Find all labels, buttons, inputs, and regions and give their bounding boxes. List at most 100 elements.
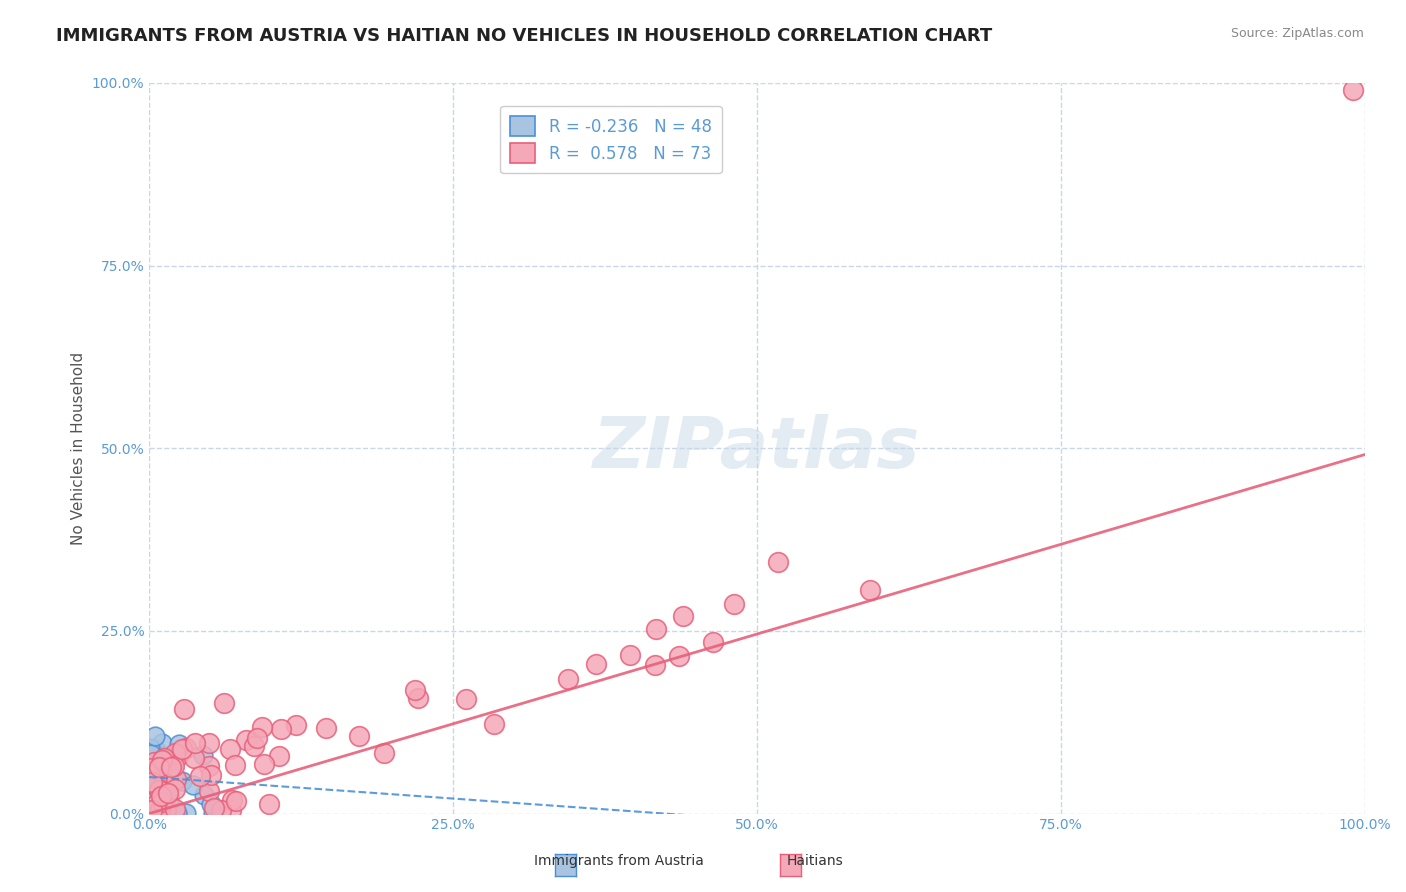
Point [162,758,184,772]
Point [146,779,169,793]
Point [257,797,280,811]
Point [373,746,395,760]
Point [139,760,162,774]
Point [246,731,269,746]
Point [155,779,177,793]
Point [155,766,177,780]
Point [139,805,162,820]
Point [139,777,162,791]
Point [315,722,337,736]
Point [157,764,180,779]
Point [153,803,176,817]
Point [165,802,187,816]
Text: Source: ZipAtlas.com: Source: ZipAtlas.com [1230,27,1364,40]
Point [184,737,207,751]
Legend: R = -0.236   N = 48, R =  0.578   N = 73: R = -0.236 N = 48, R = 0.578 N = 73 [501,106,721,173]
Point [163,781,186,796]
Text: ZIPatlas: ZIPatlas [593,414,921,483]
Point [198,736,221,750]
Point [150,789,173,804]
Point [157,794,180,808]
Point [209,803,232,817]
Point [644,657,666,672]
Point [859,582,882,597]
Point [152,748,174,763]
Point [170,742,193,756]
Point [159,776,181,790]
Point [404,682,426,697]
Point [181,778,204,792]
Point [454,691,477,706]
Point [146,796,169,810]
Point [141,780,163,794]
Point [644,622,666,636]
Point [145,805,167,820]
Point [150,805,173,820]
Point [188,769,211,783]
Point [142,783,165,797]
Point [183,751,205,765]
Point [159,761,181,775]
Point [145,781,167,796]
Point [141,775,163,789]
Point [146,805,169,820]
Point [174,805,197,820]
Point [252,757,274,772]
Point [155,772,177,786]
Point [141,803,163,817]
Point [145,797,167,811]
Point [224,757,246,772]
Point [149,799,172,814]
Point [668,648,690,663]
Point [141,747,163,761]
Point [142,803,165,817]
Point [142,791,165,805]
Point [671,609,693,624]
Point [204,800,226,814]
Point [163,759,186,773]
Point [142,755,165,769]
Point [219,803,242,817]
Text: IMMIGRANTS FROM AUSTRIA VS HAITIAN NO VEHICLES IN HOUSEHOLD CORRELATION CHART: IMMIGRANTS FROM AUSTRIA VS HAITIAN NO VE… [56,27,993,45]
Point [193,788,215,802]
Point [150,753,173,767]
Point [157,786,180,800]
Point [152,750,174,764]
Point [619,648,641,663]
Point [702,635,724,649]
Point [557,672,579,686]
Point [145,787,167,801]
Point [250,720,273,734]
Point [160,748,183,763]
Point [484,717,506,731]
Point [1341,83,1364,97]
Point [347,729,370,743]
Point [200,797,222,812]
Point [148,782,170,797]
Point [218,741,240,756]
Point [723,597,745,611]
Point [235,732,257,747]
Point [284,718,307,732]
Point [212,696,235,710]
Point [141,742,163,756]
Text: Immigrants from Austria: Immigrants from Austria [534,855,703,868]
Point [198,758,221,772]
Point [174,741,197,756]
Point [155,803,177,817]
Point [269,749,291,764]
Point [173,702,195,716]
Point [165,772,187,786]
Point [152,770,174,784]
Point [406,690,429,705]
Point [149,805,172,820]
Point [152,736,174,750]
Point [169,737,191,751]
Point [155,767,177,781]
Point [142,747,165,762]
Point [166,748,188,763]
Point [225,794,247,808]
Point [170,774,193,789]
Point [148,760,170,774]
Point [165,746,187,760]
